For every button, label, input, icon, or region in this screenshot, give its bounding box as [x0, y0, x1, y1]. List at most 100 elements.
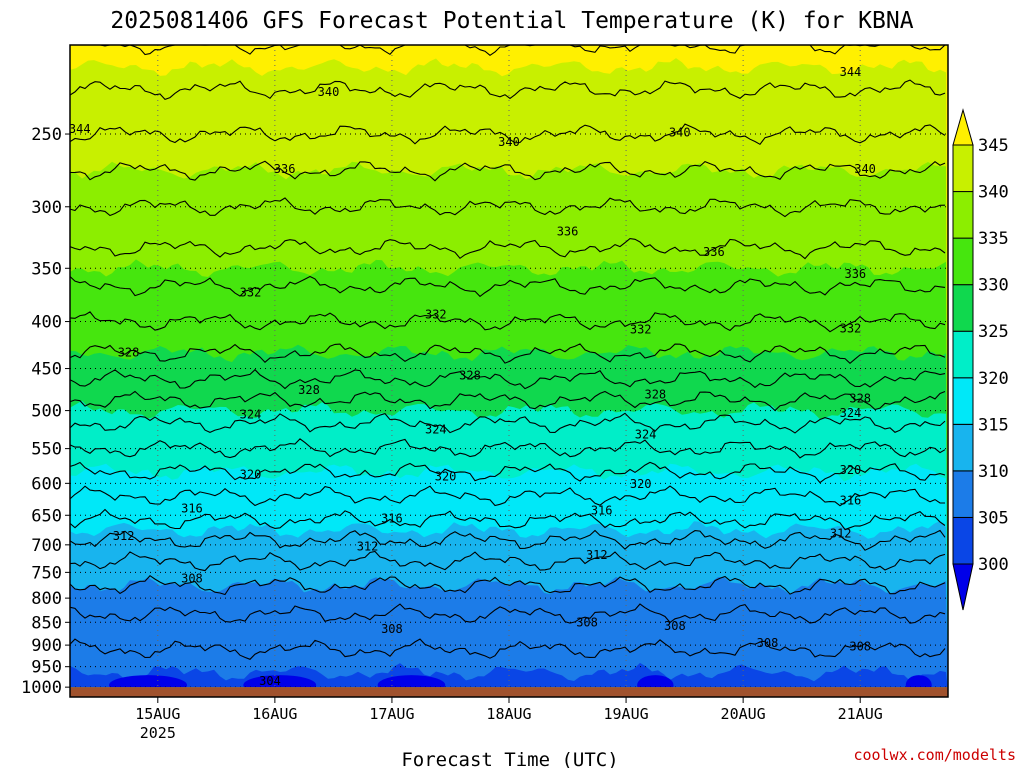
contour-label: 312	[830, 526, 852, 540]
contour-label: 308	[181, 572, 203, 586]
colorbar-segment	[952, 237, 974, 286]
contour-label: 340	[318, 85, 340, 99]
y-tick-label: 500	[31, 402, 62, 422]
contour-label: 308	[381, 622, 403, 636]
contour-line-344	[70, 79, 946, 101]
contour-label: 312	[113, 529, 135, 543]
y-tick-label: 700	[31, 536, 62, 556]
contour-label: 320	[240, 468, 262, 482]
colorbar-label: 340	[978, 183, 1009, 203]
contour-label: 344	[69, 122, 91, 136]
contour-line-314	[70, 529, 946, 551]
y-tick-label: 900	[31, 636, 62, 656]
x-tick-label: 19AUG	[603, 705, 648, 723]
colorbar-segment	[952, 191, 974, 239]
colorbar-label: 345	[978, 136, 1009, 156]
y-tick-label: 400	[31, 313, 62, 333]
contour-label: 324	[840, 406, 862, 420]
colorbar-label: 320	[978, 369, 1009, 389]
contour-line-338	[70, 197, 946, 218]
x-tick-label: 18AUG	[486, 705, 531, 723]
surface-cold-pocket	[377, 675, 446, 688]
contour-label: 324	[425, 422, 447, 436]
contour-label: 332	[840, 321, 862, 335]
contour-line-340	[70, 160, 946, 182]
contour-label: 316	[181, 501, 203, 515]
contour-label: 328	[644, 387, 666, 401]
contour-label: 332	[630, 322, 652, 336]
contour-line-326	[70, 390, 946, 412]
contour-label: 328	[459, 369, 481, 383]
y-tick-label: 550	[31, 440, 62, 460]
x-tick-label: 15AUG	[135, 705, 180, 723]
contour-label: 308	[757, 636, 779, 650]
y-tick-label: 300	[31, 198, 62, 218]
contour-label: 340	[854, 162, 876, 176]
y-tick-label: 600	[31, 474, 62, 494]
contour-line-342	[70, 123, 946, 146]
colorbar-segment	[952, 516, 974, 565]
surface-cold-pocket	[243, 675, 317, 688]
contour-line-330	[70, 343, 946, 365]
colorbar: 300 305 310 315 320 325 330 335 340 345	[952, 108, 1009, 611]
surface-cold-pocket	[637, 675, 674, 688]
surface-cold-pocket	[905, 675, 932, 688]
x-tick-sublabel: 2025	[140, 724, 176, 742]
colorbar-max-arrow	[952, 108, 974, 146]
contour-label: 324	[240, 408, 262, 422]
contour-label: 336	[703, 245, 725, 259]
y-tick-label: 450	[31, 360, 62, 380]
contour-line-322	[70, 438, 946, 459]
y-tick-label: 250	[31, 125, 62, 145]
colorbar-label: 325	[978, 322, 1009, 342]
contour-label: 308	[849, 639, 871, 653]
contour-line-324	[70, 412, 946, 434]
ground-strip	[70, 687, 948, 697]
contour-line-318	[70, 485, 945, 507]
contour-label: 316	[591, 503, 613, 517]
contour-label: 340	[669, 125, 691, 139]
colorbar-segment	[952, 144, 974, 193]
colorbar-label: 300	[978, 555, 1009, 575]
credit-text: coolwx.com/modelts	[853, 746, 1016, 764]
contour-label: 320	[840, 463, 862, 477]
contour-label: 328	[298, 383, 320, 397]
contour-label: 340	[498, 135, 520, 149]
contour-line-316	[70, 508, 946, 531]
contour-line-312	[70, 550, 946, 572]
contour-label: 332	[240, 286, 262, 300]
y-tick-label: 750	[31, 563, 62, 583]
colorbar-label: 335	[978, 229, 1009, 249]
y-axis: 250 300 350 400 450 500 550 600 650 700 750 800 850 9…	[21, 125, 70, 698]
y-tick-label: 950	[31, 658, 62, 678]
contour-label: 316	[381, 511, 403, 525]
surface-cold-pocket	[109, 675, 188, 688]
contour-label: 308	[576, 615, 598, 629]
x-tick-label: 21AUG	[838, 705, 883, 723]
theta-contour-lines	[70, 45, 946, 660]
contour-label: 312	[357, 540, 379, 554]
contour-label: 328	[849, 391, 871, 405]
contour-label: 336	[557, 224, 579, 238]
contour-label: 312	[586, 548, 608, 562]
contour-line-308	[70, 603, 946, 624]
colorbar-segment	[952, 423, 974, 472]
contour-label: 324	[635, 428, 657, 442]
contour-label: 308	[664, 619, 686, 633]
colorbar-label: 305	[978, 508, 1009, 528]
contour-label: 320	[630, 477, 652, 491]
contour-line-328	[70, 368, 946, 390]
contour-labels: 344 340 340 340 340 344 336 336 336 336 332 332 332 3…	[69, 65, 876, 687]
x-tick-label: 20AUG	[721, 705, 766, 723]
colorbar-label: 310	[978, 462, 1009, 482]
colorbar-segment	[952, 377, 974, 425]
x-tick-label: 16AUG	[252, 705, 297, 723]
contour-label: 336	[844, 267, 866, 281]
contour-line-306	[70, 638, 946, 660]
contour-line-332	[70, 311, 946, 333]
y-tick-label: 850	[31, 613, 62, 633]
colorbar-segment	[952, 330, 974, 379]
contour-label: 332	[425, 308, 447, 322]
